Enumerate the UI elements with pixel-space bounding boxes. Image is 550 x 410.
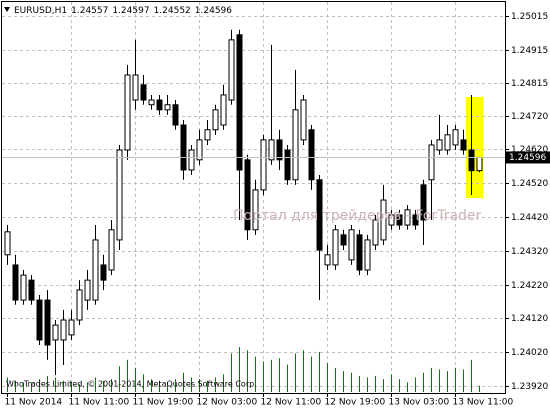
candle-body: [420, 184, 427, 221]
close-value: 1.24596: [195, 6, 232, 16]
x-tick-label: 12 Nov 03:00: [197, 398, 258, 408]
candle-body: [436, 139, 443, 151]
candle-body: [276, 139, 283, 161]
y-tick-label: 1.24420: [511, 213, 548, 223]
candle-body: [316, 179, 323, 251]
y-tick-label: 1.24620: [511, 145, 548, 155]
candle-body: [116, 149, 123, 241]
candle-body: [452, 129, 459, 146]
price-label-box: [506, 151, 550, 164]
candle-body: [124, 74, 131, 151]
open-value: 1.24557: [71, 6, 108, 16]
candle-body: [244, 159, 251, 231]
volumes: [7, 347, 480, 392]
candle-body: [148, 99, 155, 106]
candle-body: [76, 289, 83, 321]
menu-arrow[interactable]: [4, 7, 10, 12]
high-value: 1.24597: [112, 6, 149, 16]
candle-body: [252, 189, 259, 231]
candle-body: [44, 299, 51, 346]
candle-body: [68, 319, 75, 336]
candle-body: [100, 264, 107, 281]
y-tick-label: 1.25015: [511, 12, 548, 22]
candle-body: [348, 229, 355, 261]
candle-body: [468, 149, 475, 172]
symbol: EURUSD,H1: [14, 6, 67, 16]
candle-body: [380, 199, 387, 241]
chart-header: EURUSD,H1 1.24557 1.24597 1.24552 1.24596: [14, 6, 232, 16]
x-tick-label: 11 Nov 2014: [5, 398, 63, 408]
candle-body: [292, 109, 299, 181]
y-tick-label: 1.24520: [511, 179, 548, 189]
candle-body: [212, 109, 219, 131]
candle-body: [372, 219, 379, 246]
candle-body: [20, 274, 27, 301]
candle-body: [356, 234, 363, 271]
candle-body: [12, 264, 19, 301]
highlight: [466, 97, 483, 198]
x-tick-label: 12 Nov 11:00: [261, 398, 322, 408]
candle-body: [28, 279, 35, 301]
candle-body: [108, 229, 115, 271]
x-tick-label: 11 Nov 11:00: [69, 398, 130, 408]
candle-body: [172, 104, 179, 126]
y-tick-label: 1.24915: [511, 46, 548, 56]
price-label: 1.24596: [509, 153, 546, 163]
candle-body: [84, 279, 91, 301]
low-value: 1.24552: [154, 6, 191, 16]
candle-body: [444, 134, 451, 151]
candle-body: [308, 129, 315, 181]
candle-body: [52, 324, 59, 341]
y-tick-label: 1.24020: [511, 348, 548, 358]
x-tick-label: 13 Nov 11:00: [453, 398, 514, 408]
candle-body: [60, 319, 67, 341]
candle-body: [284, 149, 291, 181]
candle-body: [332, 229, 339, 266]
candle-body: [412, 214, 419, 226]
x-tick-label: 11 Nov 19:00: [133, 398, 194, 408]
candle-body: [388, 214, 395, 226]
candle-body: [180, 124, 187, 171]
candle-body: [164, 104, 171, 111]
candle-body: [220, 94, 227, 126]
y-tick-label: 1.24220: [511, 281, 548, 291]
candle-body: [236, 34, 243, 171]
candle-body: [396, 214, 403, 226]
candle-body: [364, 239, 371, 271]
candle-body: [4, 231, 11, 256]
candles: [4, 29, 483, 376]
candle-body: [196, 139, 203, 161]
watermark: Портал для трейдеров - ForTrader: [233, 208, 482, 224]
candle-body: [428, 144, 435, 181]
candle-body: [460, 139, 467, 151]
y-tick-label: 1.24720: [511, 112, 548, 122]
copyright: WhoTrades Limited, © 2001-2014, MetaQuot…: [6, 380, 257, 389]
candle-body: [92, 239, 99, 301]
candle-body: [324, 254, 331, 266]
x-tick-label: 13 Nov 03:00: [389, 398, 450, 408]
candle-body: [132, 74, 139, 101]
candle-body: [260, 139, 267, 191]
plot-frame: [1, 1, 506, 394]
candle-body: [268, 139, 275, 161]
candle-body: [228, 39, 235, 101]
candle-body: [300, 99, 307, 141]
candle-body: [476, 156, 483, 172]
x-tick-label: 12 Nov 19:00: [325, 398, 386, 408]
candle-body: [156, 99, 163, 111]
y-tick-label: 1.24815: [511, 79, 548, 89]
candle-body: [404, 209, 411, 226]
y-tick-label: 1.24320: [511, 247, 548, 257]
candle-body: [188, 149, 195, 171]
y-tick-label: 1.24120: [511, 314, 548, 324]
y-tick-label: 1.23920: [511, 382, 548, 392]
grid: [2, 2, 505, 392]
candle-body: [140, 84, 147, 101]
candle-body: [340, 234, 347, 246]
candle-body: [204, 129, 211, 141]
candle-body: [36, 299, 43, 341]
